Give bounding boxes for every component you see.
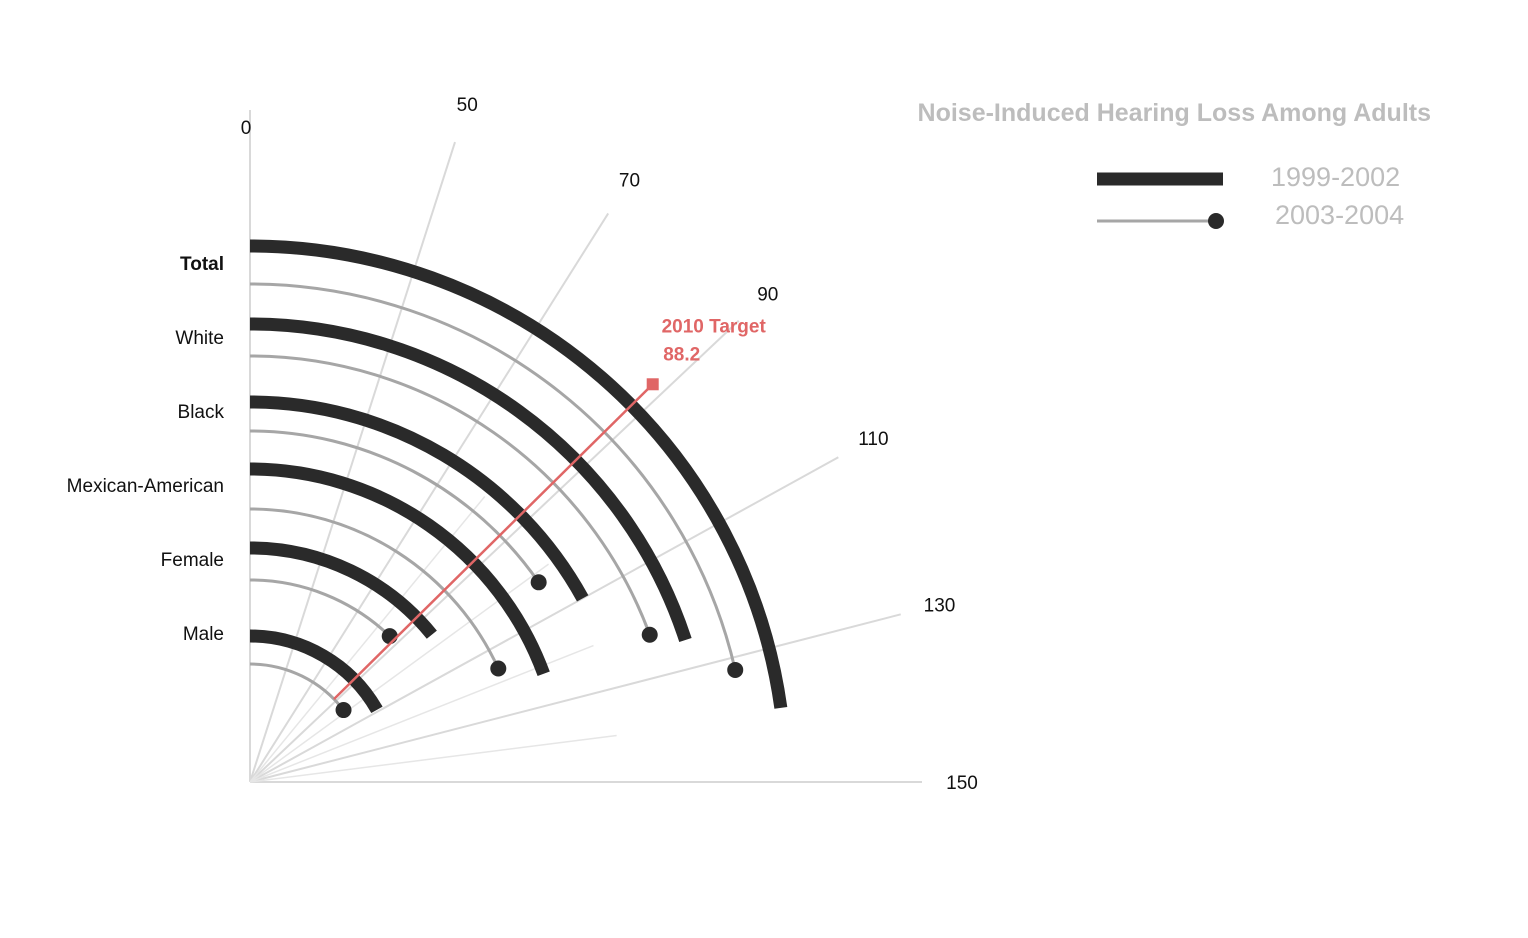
bar-2003-2004-black — [249, 429, 540, 584]
bars-layer — [249, 239, 788, 719]
grid-line-70 — [249, 212, 610, 783]
bar-1999-2002-mexican-american — [249, 462, 550, 677]
target-line — [333, 383, 654, 700]
point-2003-2004-female — [381, 628, 398, 645]
legend: 1999-2002 2003-2004 — [1097, 162, 1404, 230]
legend-dot-2003-2004 — [1208, 213, 1224, 229]
bar-2003-2004-male — [249, 662, 345, 711]
grid-line-50 — [249, 141, 456, 783]
target-marker — [646, 378, 659, 391]
bar-1999-2002-total — [249, 239, 788, 709]
category-label-black: Black — [178, 402, 225, 423]
category-label-white: White — [175, 328, 224, 349]
point-2003-2004-male — [335, 702, 352, 719]
tick-label-70: 70 — [619, 171, 640, 192]
target-value-label: 88.2 — [663, 344, 700, 365]
chart-title: Noise-Induced Hearing Loss Among Adults — [918, 99, 1431, 127]
grid-layer — [249, 110, 922, 783]
bar-2003-2004-mexican-american — [249, 507, 500, 670]
category-label-mexican-american: Mexican-American — [67, 476, 224, 497]
legend-label-2003-2004: 2003-2004 — [1275, 200, 1404, 230]
category-label-female: Female — [161, 550, 224, 571]
point-2003-2004-total — [727, 661, 744, 678]
grid-line-110 — [249, 456, 839, 783]
bar-1999-2002-white — [249, 317, 692, 643]
tick-label-130: 130 — [924, 595, 956, 616]
target-layer: 2010 Target 88.2 — [333, 316, 767, 700]
tick-label-90: 90 — [757, 284, 778, 305]
bar-1999-2002-female — [249, 541, 437, 639]
target-label: 2010 Target — [662, 316, 767, 337]
bar-1999-2002-male — [249, 629, 383, 714]
bar-2003-2004-white — [249, 354, 652, 636]
point-2003-2004-white — [641, 626, 658, 643]
bar-2003-2004-total — [249, 282, 737, 671]
grid-line-130 — [249, 613, 901, 783]
tick-label-50: 50 — [457, 95, 478, 116]
tick-label-150: 150 — [946, 773, 978, 794]
legend-label-1999-2002: 1999-2002 — [1271, 162, 1400, 192]
tick-label-0: 0 — [241, 118, 252, 139]
category-label-total: Total — [180, 254, 224, 275]
grid-line-minor-140 — [249, 734, 617, 783]
tick-label-110: 110 — [858, 429, 888, 450]
point-2003-2004-black — [530, 574, 547, 591]
category-label-male: Male — [183, 624, 224, 645]
bar-1999-2002-black — [249, 395, 589, 602]
grid-line-90 — [249, 320, 740, 783]
labels-layer: 0 50 70 90 110 130 150 Total White Black Mexican-A… — [67, 95, 978, 794]
bar-2003-2004-female — [249, 578, 391, 638]
point-2003-2004-mexican-american — [490, 660, 507, 677]
